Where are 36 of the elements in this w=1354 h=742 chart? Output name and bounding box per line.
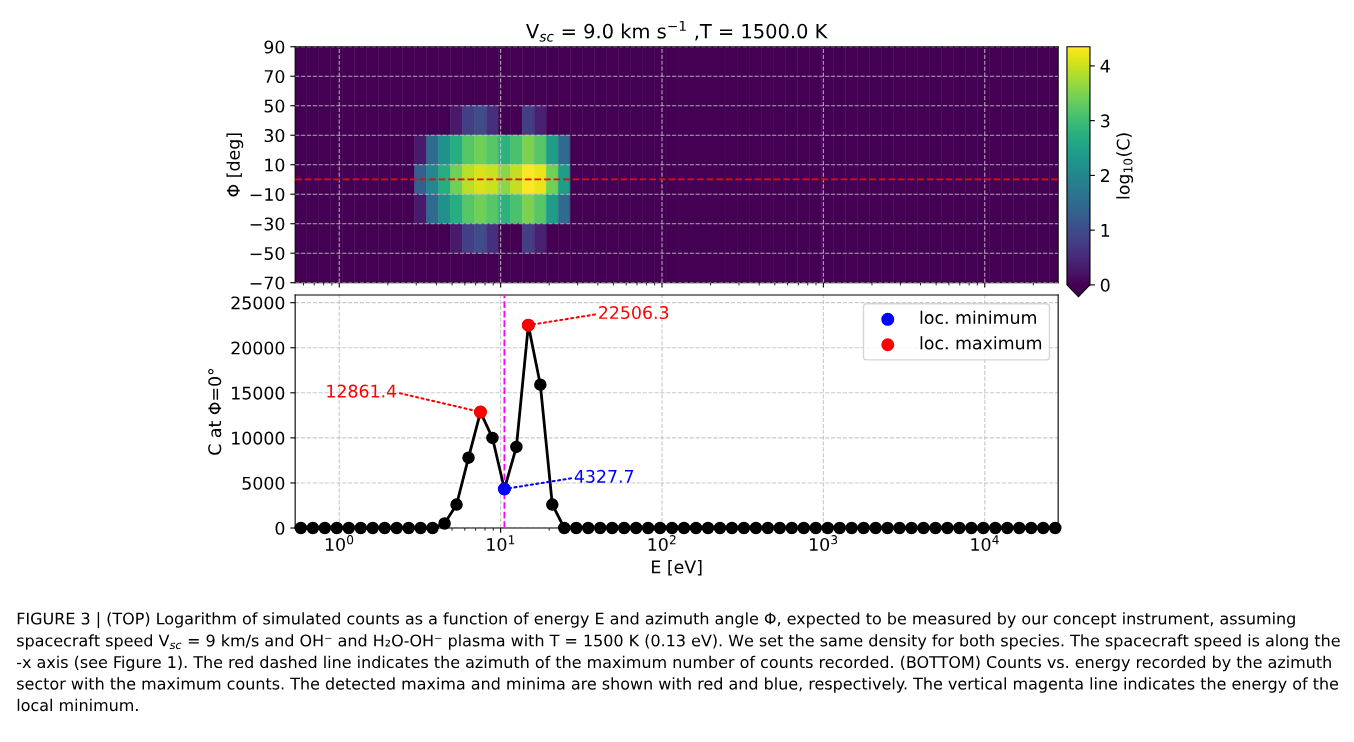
annotation: 22506.3 [599,305,669,320]
y-tick-label: 25000 [231,296,285,310]
y-tick-label: −30 [250,217,285,231]
y-tick-label: 15000 [232,386,285,400]
legend-label: loc. maximum [920,336,1042,350]
y-tick-label: 30 [264,128,285,143]
y-tick-label: −10 [250,187,285,202]
x-tick-label: 10$^{0}$ [325,535,354,552]
y-tick-label: 5000 [242,476,285,490]
x-tick-label: 10$^{3}$ [810,535,838,552]
annotation: 4327.7 [574,469,634,483]
y-tick-label: 0 [275,521,285,535]
y-tick-label: 90 [264,40,285,54]
color-bar-label: 2 [1100,169,1109,182]
x-tick-label: 10$^{2}$ [648,535,676,552]
color-bar-label: 1 [1101,224,1110,237]
x-tick-label: 10$^{4}$ [971,535,999,552]
y-axis-title: Φ [deg] [226,133,244,197]
color-bar-label: 4 [1100,59,1110,73]
chart-title: V$_{sc}$ = 9.0 km s$^{−1}$ ,T = 1500.0 K [526,20,828,42]
legend-label: loc. minimum [920,310,1036,325]
caption: FIGURE 3 | (TOP) Logarithm of simulated counts as a function of energy E and azimuth angle Φ, expected to be measured by our concept instrument, assuming spacecraft speed V$_{sc}$ = 9 km/s and OH⁻ and H₂O-OH⁻ plasma with T = 1500 K (0.13 eV). We set the same density for both species. The spacecraft speed is along the -x axis (see Figure 1). The red dashed line indicates the azimuth of the maximum number of counts recorded. (BOTTOM) Counts vs. energy recorded by the azimuth sector with the maximum counts. The detected maxima and minima are shown with red and blue, respectively. The vertical magenta line indicates the energy of the local minimum. [17,612,1340,712]
annotation: 12861.4 [327,384,397,398]
x-axis-title: E [eV] [652,560,702,576]
y-tick-label: 10 [265,158,285,172]
y-axis-title: C at Φ=0° [208,368,222,455]
y-tick-label: 50 [264,99,285,113]
y-tick-label: 20000 [231,341,285,355]
y-tick-label: 10000 [232,431,285,445]
color-bar-label: 3 [1101,114,1110,128]
color-bar-title: log$_{10}$(C) [1116,133,1134,199]
x-tick-label: 10$^{1}$ [487,535,515,552]
y-tick-label: −70 [250,276,285,290]
y-tick-label: −50 [250,246,285,261]
y-tick-label: 70 [264,69,285,84]
color-bar-label: 0 [1100,278,1110,292]
